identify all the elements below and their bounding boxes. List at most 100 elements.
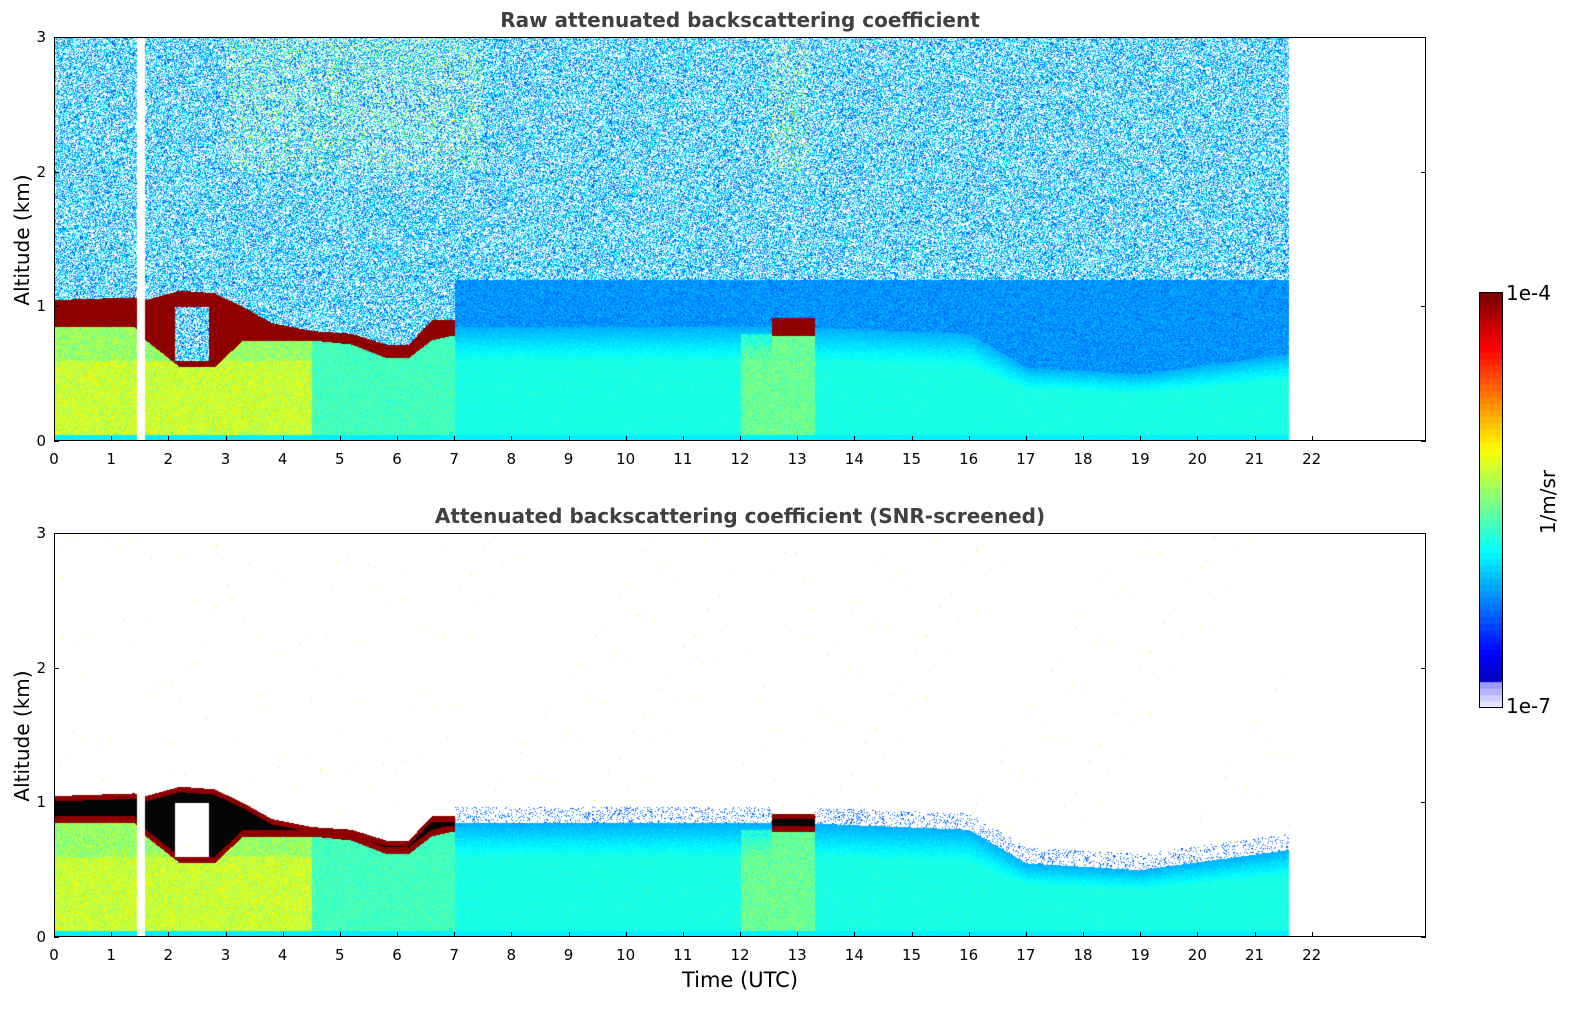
panel1-ylabel: Altitude (km) <box>10 174 34 306</box>
panel1-x-tick <box>282 436 284 441</box>
panel1-heatmap <box>54 37 1426 441</box>
panel1-y-tick <box>54 37 59 38</box>
panel1-x-tick-label: 18 <box>1073 450 1093 468</box>
panel1-x-tick-label: 13 <box>787 450 807 468</box>
panel2-x-tick <box>568 932 570 937</box>
panel2-y-tick <box>54 667 59 669</box>
panel1-y-tick-label: 3 <box>36 28 46 46</box>
panel1-x-tick <box>111 436 113 441</box>
panel2-x-tick <box>625 932 627 937</box>
panel2-x-tick-label: 4 <box>277 946 288 964</box>
panel1-y-tick <box>1421 37 1426 38</box>
panel2-x-tick <box>454 932 456 937</box>
panel2-y-tick <box>54 802 59 804</box>
panel1-y-tick-label: 2 <box>36 162 46 181</box>
panel2-y-tick <box>1421 667 1426 669</box>
panel1-x-tick-label: 19 <box>1130 450 1150 468</box>
panel2-x-tick-label: 20 <box>1187 946 1207 964</box>
panel1-x-tick-label: 21 <box>1244 450 1265 468</box>
panel2-y-tick-label: 3 <box>36 524 46 542</box>
panel1-x-tick-label: 12 <box>730 450 750 468</box>
panel2-x-tick <box>682 932 684 937</box>
panel2-x-tick-label: 2 <box>163 946 174 964</box>
colorbar-min-label: 1e-7 <box>1506 694 1551 718</box>
panel2-x-tick-label: 22 <box>1302 946 1322 964</box>
panel2-x-tick <box>797 932 799 937</box>
panel2-x-tick <box>111 932 113 937</box>
panel2-y-tick-label: 0 <box>36 928 46 946</box>
panel1-x-tick-label: 5 <box>335 450 345 468</box>
panel1-x-tick-label: 2 <box>163 450 174 468</box>
panel2-ylabel: Altitude (km) <box>10 670 34 802</box>
panel1-x-tick-label: 10 <box>616 450 636 468</box>
panel2-frame <box>54 533 1426 937</box>
panel2-x-tick-label: 3 <box>220 946 231 964</box>
panel2-x-tick-label: 16 <box>959 946 979 964</box>
panel1-x-tick <box>740 436 741 441</box>
panel1-x-tick <box>1197 436 1199 441</box>
panel1-x-tick-label: 15 <box>901 450 922 468</box>
panel1-x-tick-label: 22 <box>1302 450 1322 468</box>
panel2-x-tick-label: 17 <box>1016 946 1036 964</box>
colorbar-unit-label: 1/m/sr <box>1536 469 1560 535</box>
panel2-x-tick-label: 6 <box>392 946 402 964</box>
panel1-x-tick <box>854 436 856 441</box>
panel2-x-tick-label: 5 <box>335 946 345 964</box>
panel2-x-tick-label: 15 <box>901 946 922 964</box>
panel1-x-tick <box>168 436 170 441</box>
panel1-y-tick <box>54 441 59 442</box>
panel2-x-tick <box>225 932 227 937</box>
panel1-x-tick-label: 8 <box>506 450 517 468</box>
panel2-x-tick <box>168 932 170 937</box>
panel1-x-tick-label: 9 <box>563 450 574 468</box>
panel2-x-tick <box>911 932 913 937</box>
panel2-x-tick <box>854 932 856 937</box>
panel1-y-tick <box>54 306 59 308</box>
panel2-x-tick-label: 14 <box>844 946 864 964</box>
panel2-x-tick <box>1197 932 1199 937</box>
panel1-x-tick-label: 7 <box>449 450 459 468</box>
x-axis-label: Time (UTC) <box>681 968 799 992</box>
panel1-x-tick-label: 20 <box>1187 450 1207 468</box>
panel1-x-tick <box>625 436 627 441</box>
panel2-x-tick <box>740 932 741 937</box>
panel1-x-tick <box>397 436 398 441</box>
panel1-x-tick-label: 11 <box>673 450 693 468</box>
panel2-y-tick-label: 2 <box>36 658 46 677</box>
panel1-y-tick-label: 0 <box>36 432 46 450</box>
panel2-x-tick <box>1025 932 1027 937</box>
panel2-x-tick-label: 11 <box>673 946 693 964</box>
panel2-x-tick <box>511 932 513 937</box>
panel2-y-tick-label: 1 <box>36 793 46 812</box>
panel1-frame <box>54 37 1426 441</box>
panel1-x-tick <box>454 436 456 441</box>
panel2-x-tick <box>1311 932 1313 937</box>
panel2-x-tick <box>1254 932 1256 937</box>
panel2-x-tick-label: 0 <box>49 946 59 964</box>
panel2-x-tick-label: 19 <box>1130 946 1150 964</box>
panel2-y-tick <box>54 937 59 938</box>
panel1-x-tick-label: 6 <box>392 450 402 468</box>
panel2-x-tick-label: 8 <box>506 946 517 964</box>
panel1-x-tick-label: 1 <box>106 450 116 468</box>
panel1-y-tick <box>1421 441 1426 442</box>
panel1-x-tick-label: 0 <box>49 450 59 468</box>
panel2-x-tick <box>968 932 970 937</box>
panel2-x-tick <box>339 932 341 937</box>
panel2-x-tick-label: 13 <box>787 946 807 964</box>
panel1-x-tick <box>511 436 513 441</box>
panel2-heatmap <box>54 533 1426 937</box>
panel2-x-tick <box>54 932 55 937</box>
panel1-x-tick <box>968 436 970 441</box>
panel2-x-tick-label: 10 <box>616 946 636 964</box>
panel2-title: Attenuated backscattering coefficient (S… <box>434 504 1046 528</box>
panel1-x-tick-label: 14 <box>844 450 864 468</box>
panel1-x-tick <box>1311 436 1313 441</box>
panel2-y-tick <box>54 533 59 534</box>
panel1-x-tick <box>1083 436 1084 441</box>
panel1-x-tick <box>1254 436 1256 441</box>
panel1-x-tick <box>1140 436 1142 441</box>
panel1-y-tick <box>1421 171 1426 173</box>
panel2-x-tick-label: 18 <box>1073 946 1093 964</box>
colorbar-max-label: 1e-4 <box>1506 281 1551 305</box>
